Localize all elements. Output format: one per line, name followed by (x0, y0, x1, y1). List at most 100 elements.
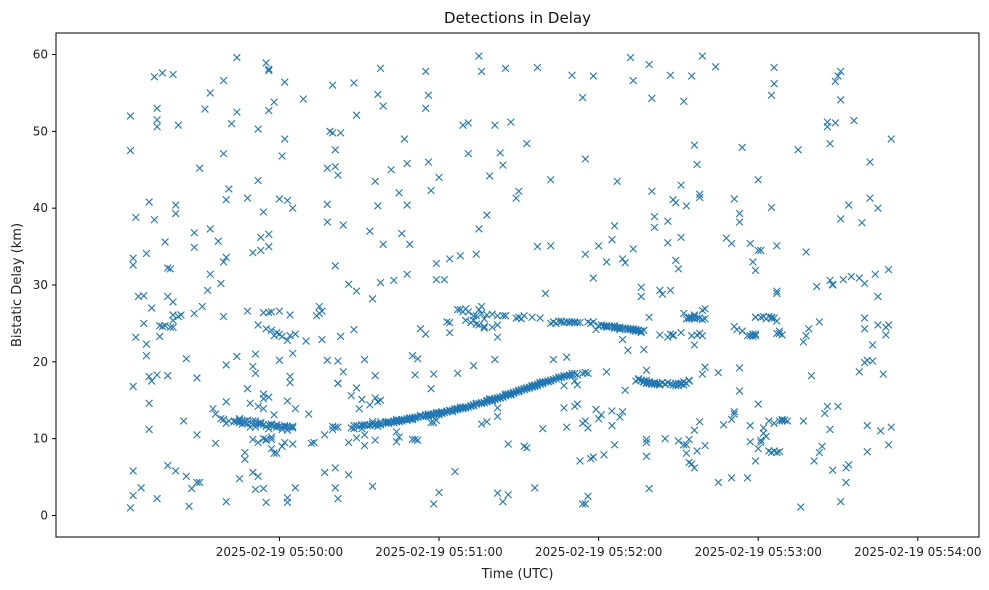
data-point-marker (882, 331, 890, 339)
data-point-marker (211, 439, 220, 448)
data-point-marker (262, 59, 270, 67)
data-point-marker (711, 63, 720, 71)
data-point-marker (656, 286, 664, 295)
data-point-marker (554, 317, 563, 325)
data-point-marker (674, 379, 683, 388)
data-point-marker (546, 376, 555, 385)
y-tick-label: 50 (33, 124, 48, 138)
data-point-marker (562, 318, 571, 326)
data-point-marker (267, 308, 276, 316)
data-point-marker (493, 311, 502, 320)
data-point-marker (842, 478, 850, 487)
data-point-marker (233, 53, 241, 62)
data-point-marker (573, 400, 582, 408)
data-point-marker (249, 248, 257, 257)
data-point-marker (259, 308, 268, 317)
data-point-marker (432, 416, 441, 425)
data-point-marker (751, 266, 760, 275)
data-point-marker (796, 503, 805, 511)
data-point-marker (254, 419, 262, 428)
data-point-marker (480, 324, 489, 332)
data-point-marker (714, 368, 723, 377)
data-point-marker (751, 330, 760, 338)
data-point-marker (778, 415, 786, 424)
data-point-marker (549, 375, 558, 384)
data-point-marker (145, 198, 153, 206)
data-point-marker (648, 94, 656, 103)
data-point-marker (496, 393, 504, 401)
data-point-marker (600, 451, 608, 459)
data-point-marker (794, 145, 802, 154)
data-point-marker (581, 368, 590, 377)
y-tick-label: 60 (33, 48, 48, 62)
data-point-marker (227, 119, 236, 128)
data-point-marker (403, 201, 411, 209)
data-point-marker (142, 249, 151, 258)
data-point-marker (360, 355, 369, 364)
data-point-marker (735, 387, 744, 395)
data-point-marker (730, 407, 739, 416)
data-point-marker (637, 327, 645, 335)
data-point-marker (690, 341, 699, 349)
data-point-marker (265, 424, 273, 433)
data-point-marker (544, 377, 552, 385)
data-point-marker (573, 381, 582, 389)
data-point-marker (512, 194, 520, 202)
data-point-marker (139, 291, 148, 300)
data-point-marker (663, 217, 672, 226)
data-point-marker (209, 404, 217, 413)
data-point-marker (318, 307, 326, 315)
data-point-marker (496, 149, 504, 157)
data-point-marker (568, 369, 576, 378)
data-point-marker (589, 453, 598, 461)
data-point-marker (363, 421, 372, 430)
data-point-marker (411, 371, 419, 379)
data-point-marker (533, 242, 542, 251)
data-point-marker (600, 322, 608, 331)
data-point-marker (379, 102, 387, 110)
data-point-marker (650, 212, 659, 221)
data-point-marker (278, 442, 286, 451)
data-point-marker (815, 318, 824, 326)
data-point-marker (884, 441, 893, 449)
data-point-marker (488, 310, 497, 318)
data-point-marker (727, 415, 736, 424)
data-point-marker (826, 139, 834, 148)
data-point-marker (584, 492, 592, 501)
data-point-marker (286, 331, 294, 340)
data-point-marker (278, 332, 286, 341)
data-point-marker (608, 235, 616, 244)
data-point-marker (153, 371, 161, 379)
data-point-marker (578, 369, 587, 378)
y-tick-label: 20 (33, 355, 48, 369)
data-point-marker (147, 304, 156, 312)
data-point-marker (195, 164, 204, 173)
data-point-marker (366, 227, 374, 236)
data-point-marker (621, 258, 630, 267)
data-point-marker (331, 262, 340, 270)
data-point-marker (523, 139, 531, 148)
data-point-marker (217, 279, 225, 288)
data-point-marker (581, 250, 590, 259)
data-point-marker (682, 449, 691, 458)
data-point-marker (618, 407, 627, 416)
data-point-marker (233, 352, 241, 361)
data-point-marker (350, 79, 358, 87)
data-point-marker (171, 467, 180, 475)
data-point-marker (251, 350, 260, 358)
data-point-marker (751, 331, 760, 340)
data-point-marker (413, 354, 422, 363)
data-point-marker (291, 330, 300, 338)
data-point-marker (666, 286, 675, 295)
data-point-marker (334, 379, 342, 388)
data-point-marker (267, 433, 276, 441)
data-point-marker (302, 337, 310, 345)
data-point-marker (781, 416, 789, 425)
data-point-marker (153, 104, 161, 113)
data-point-marker (254, 402, 262, 411)
data-point-marker (802, 248, 810, 256)
data-point-marker (464, 149, 473, 158)
data-point-marker (642, 438, 651, 447)
data-point-marker (485, 172, 494, 180)
data-point-marker (557, 318, 566, 326)
